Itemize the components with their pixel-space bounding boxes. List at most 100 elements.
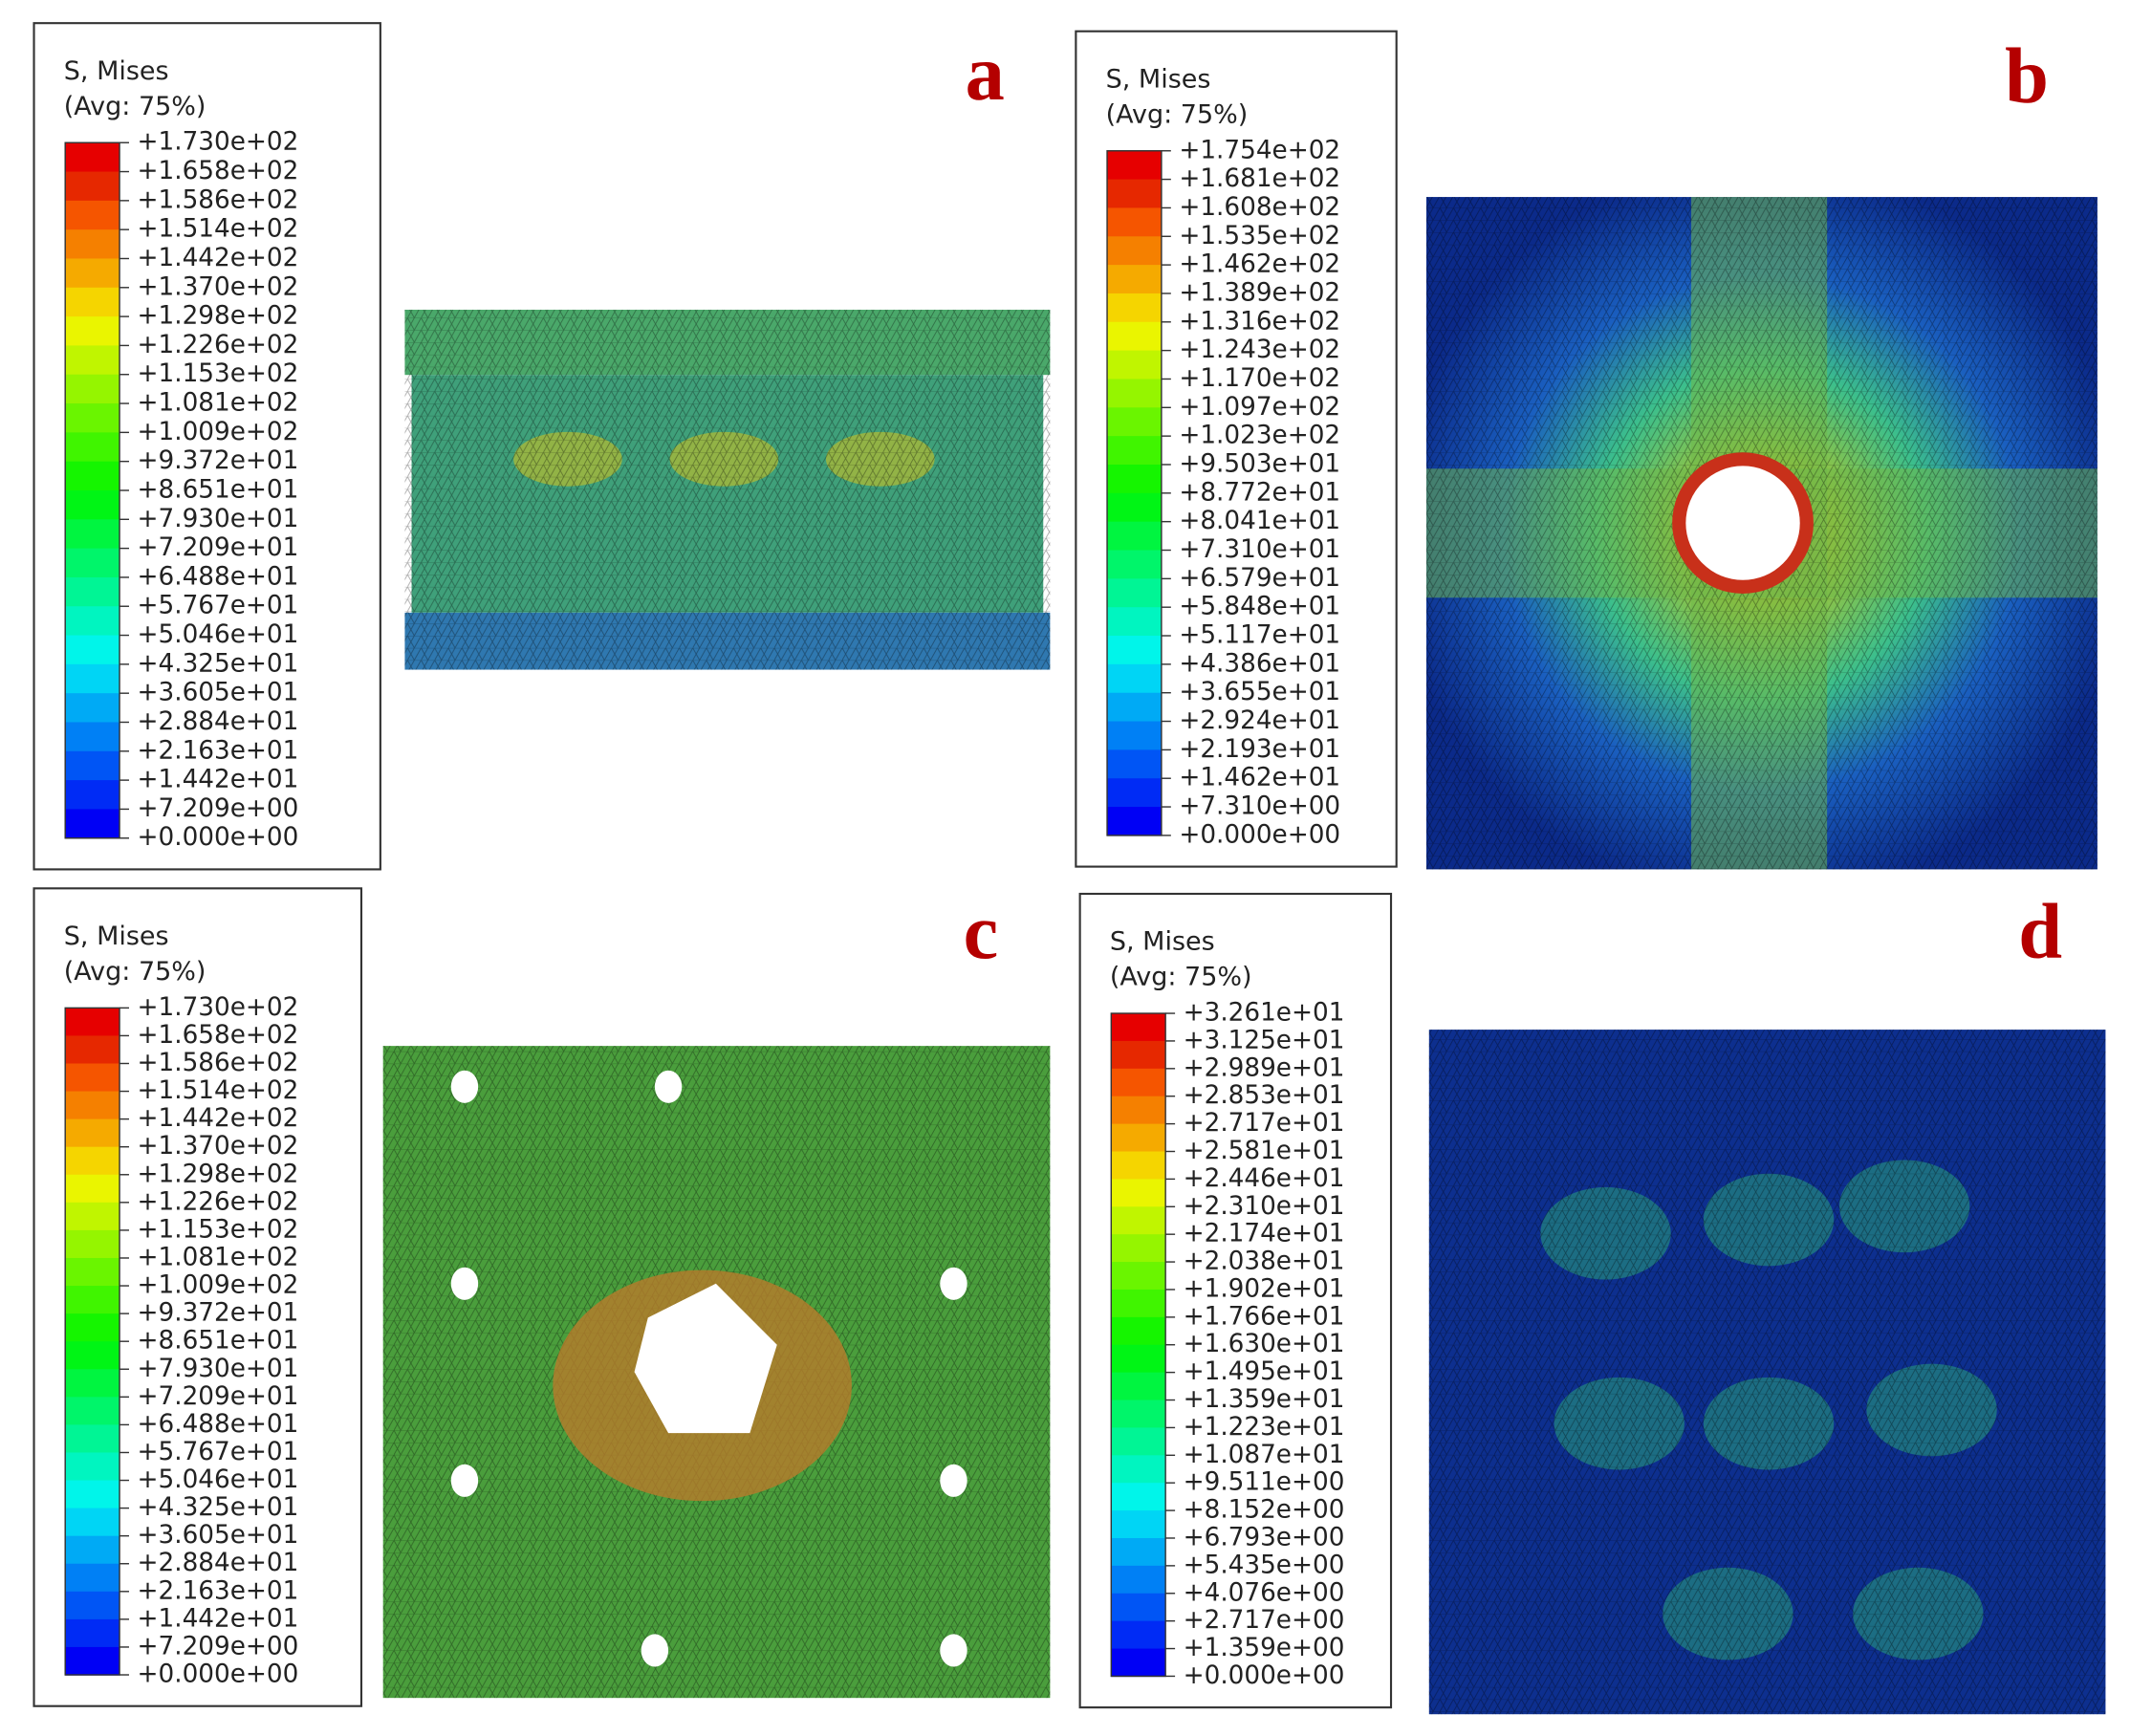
tick-label: +7.930e+01	[138, 1355, 299, 1383]
tick-label: +4.325e+01	[138, 649, 299, 678]
colorbar-band	[65, 1313, 120, 1342]
tick-label: +1.170e+02	[1179, 364, 1340, 393]
colorbar-band	[1111, 1151, 1166, 1181]
tick-label: +1.370e+02	[138, 272, 299, 301]
colorbar-band	[1107, 521, 1162, 552]
colorbar-band	[65, 489, 120, 521]
colorbar-band	[65, 374, 120, 404]
tick-label: +7.209e+01	[138, 1382, 299, 1411]
tick-label: +8.152e+00	[1184, 1496, 1345, 1525]
pore	[450, 1267, 479, 1300]
tick-label: +2.163e+01	[138, 1576, 299, 1605]
hole	[1685, 466, 1800, 580]
colorbar-band	[65, 171, 120, 202]
tick-label: +0.000e+00	[138, 823, 299, 852]
colorbar-band	[65, 576, 120, 607]
colorbar-band	[1107, 179, 1162, 209]
tick-label: +1.442e+01	[138, 766, 299, 794]
colorbar-band	[1111, 1234, 1166, 1263]
legend-subtitle: (Avg: 75%)	[64, 957, 206, 987]
colorbar-band	[1107, 436, 1162, 466]
colorbar-band	[1107, 321, 1162, 352]
tick-label: +2.884e+01	[138, 1549, 299, 1577]
colorbar-band	[65, 1035, 120, 1065]
tick-label: +2.174e+01	[1184, 1220, 1345, 1248]
tick-label: +5.117e+01	[1179, 621, 1340, 650]
tick-label: +4.076e+00	[1184, 1578, 1345, 1607]
colorbar-band	[1111, 1483, 1166, 1511]
tick-label: +3.261e+01	[1184, 999, 1345, 1028]
pore	[940, 1267, 967, 1300]
tick-label: +7.209e+00	[138, 1632, 299, 1660]
colorbar-band	[1107, 778, 1162, 808]
panel: S, Mises(Avg: 75%)+1.730e+02+1.658e+02+1…	[33, 22, 1005, 871]
colorbar-band	[1111, 1510, 1166, 1539]
colorbar-band	[65, 200, 120, 230]
hole	[634, 1283, 777, 1434]
colorbar-band	[1111, 1344, 1166, 1374]
colorbar-band	[1111, 1400, 1166, 1429]
mesh-overlay	[404, 310, 1051, 670]
tick-label: +1.153e+02	[138, 1215, 299, 1244]
colorbar-band	[1111, 1096, 1166, 1125]
tick-label: +7.209e+01	[138, 533, 299, 562]
tick-label: +2.310e+01	[1184, 1192, 1345, 1221]
colorbar-band	[1107, 578, 1162, 608]
colorbar-band	[1107, 692, 1162, 723]
pore	[450, 1464, 479, 1497]
legend-subtitle: (Avg: 75%)	[1110, 963, 1252, 992]
tick-label: +0.000e+00	[1179, 820, 1340, 849]
panel: S, Mises(Avg: 75%)+3.261e+01+3.125e+01+2…	[1078, 888, 2062, 1709]
colorbar-band	[1111, 1040, 1166, 1070]
tick-label: +1.495e+01	[1184, 1357, 1345, 1386]
colorbar-band	[65, 750, 120, 781]
colorbar-band	[65, 722, 120, 752]
colorbar-band	[1111, 1427, 1166, 1457]
tick-label: +1.298e+02	[138, 302, 299, 331]
panel-label: c	[964, 888, 999, 975]
tick-label: +8.651e+01	[138, 475, 299, 504]
colorbar-band	[1107, 492, 1162, 523]
legend-title: S, Mises	[1110, 927, 1215, 957]
colorbar-band	[1111, 1593, 1166, 1622]
tick-label: +2.989e+01	[1184, 1053, 1345, 1082]
tick-label: +6.793e+00	[1184, 1523, 1345, 1552]
tick-label: +1.223e+01	[1184, 1413, 1345, 1442]
tick-label: +1.608e+02	[1179, 193, 1340, 222]
tick-label: +1.681e+02	[1179, 164, 1340, 193]
colorbar-band	[65, 1424, 120, 1454]
colorbar-band	[65, 258, 120, 289]
tick-label: +1.009e+02	[138, 418, 299, 446]
colorbar-band	[1107, 293, 1162, 323]
tick-label: +0.000e+00	[1184, 1661, 1345, 1690]
legend-subtitle: (Avg: 75%)	[1106, 99, 1249, 129]
tick-label: +3.605e+01	[138, 1521, 299, 1550]
colorbar-band	[65, 548, 120, 578]
colorbar-band	[65, 780, 120, 811]
colorbar-band	[65, 1174, 120, 1204]
tick-label: +7.209e+00	[138, 794, 299, 823]
colorbar-band	[65, 229, 120, 260]
mesh-overlay	[1428, 1030, 2106, 1715]
tick-label: +1.389e+02	[1179, 278, 1340, 307]
tick-label: +1.730e+02	[138, 993, 299, 1022]
tick-label: +2.853e+01	[1184, 1081, 1345, 1110]
tick-label: +1.442e+02	[138, 244, 299, 272]
colorbar-band	[1107, 350, 1162, 380]
panel-label: d	[2018, 888, 2062, 975]
colorbar-band	[65, 1508, 120, 1537]
colorbar-band	[65, 1341, 120, 1370]
pore	[940, 1464, 967, 1497]
colorbar-band	[65, 345, 120, 376]
tick-label: +9.511e+00	[1184, 1468, 1345, 1497]
colorbar-band	[1111, 1537, 1166, 1567]
tick-label: +2.446e+01	[1184, 1164, 1345, 1193]
tick-label: +2.193e+01	[1179, 735, 1340, 764]
legend-subtitle: (Avg: 75%)	[64, 92, 206, 121]
tick-label: +1.766e+01	[1184, 1302, 1345, 1331]
colorbar-band	[65, 663, 120, 694]
colorbar-band	[1107, 663, 1162, 694]
tick-label: +1.586e+02	[138, 1049, 299, 1077]
tick-label: +1.658e+02	[138, 1021, 299, 1050]
